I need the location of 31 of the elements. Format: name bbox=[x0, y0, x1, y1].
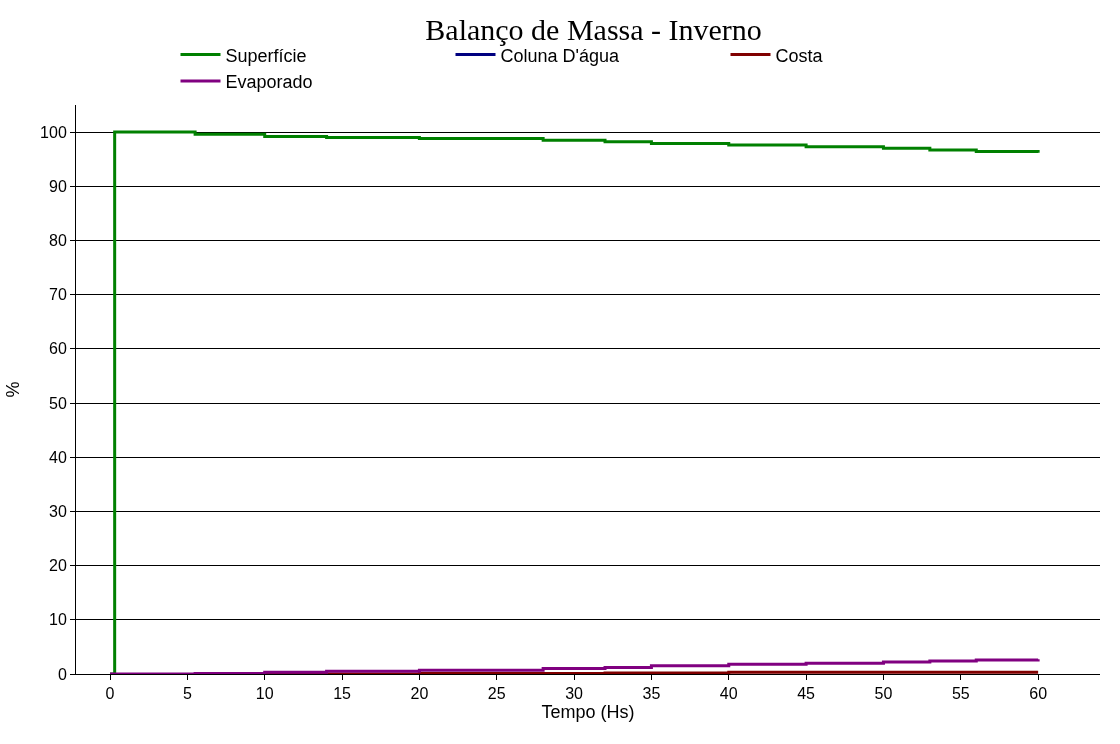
x-axis-title: Tempo (Hs) bbox=[541, 702, 635, 723]
y-tick-label: 100 bbox=[40, 123, 67, 141]
y-tick-label: 0 bbox=[57, 665, 67, 683]
y-tick-label: 40 bbox=[49, 448, 67, 466]
x-tick-label: 0 bbox=[105, 685, 115, 703]
y-axis-title: % bbox=[3, 381, 24, 398]
legend-label: Superfície bbox=[225, 45, 307, 66]
x-tick-label: 40 bbox=[719, 685, 738, 703]
y-tick-label: 70 bbox=[49, 286, 67, 304]
y-tick-label: 90 bbox=[49, 177, 67, 195]
x-tick-label: 10 bbox=[255, 685, 274, 703]
x-tick-label: 15 bbox=[333, 685, 352, 703]
x-tick-label: 55 bbox=[951, 685, 970, 703]
x-tick-label: 20 bbox=[410, 685, 429, 703]
x-tick-label: 30 bbox=[565, 685, 584, 703]
y-tick-label: 60 bbox=[49, 340, 67, 358]
x-tick-label: 5 bbox=[182, 685, 192, 703]
x-tick-label: 60 bbox=[1029, 685, 1048, 703]
legend-label: Evaporado bbox=[225, 71, 313, 92]
y-tick-label: 30 bbox=[49, 503, 67, 521]
x-tick-label: 50 bbox=[874, 685, 893, 703]
y-tick-label: 20 bbox=[49, 557, 67, 575]
x-tick-label: 35 bbox=[642, 685, 661, 703]
x-tick-label: 45 bbox=[797, 685, 816, 703]
y-tick-label: 50 bbox=[49, 394, 67, 412]
y-tick-label: 10 bbox=[49, 611, 67, 629]
chart-title: Balanço de Massa - Inverno bbox=[425, 12, 762, 46]
y-tick-label: 80 bbox=[49, 232, 67, 250]
legend-label: Coluna D'água bbox=[500, 45, 621, 66]
legend-label: Costa bbox=[775, 45, 824, 66]
x-tick-label: 25 bbox=[487, 685, 506, 703]
